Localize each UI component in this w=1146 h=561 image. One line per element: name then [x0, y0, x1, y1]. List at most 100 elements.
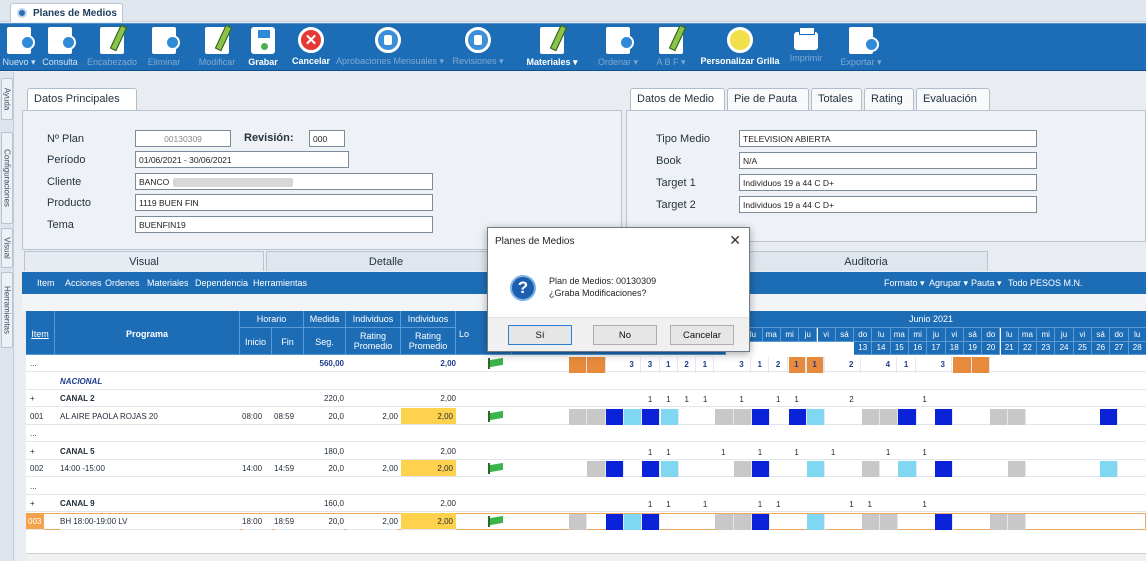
menu-acciones[interactable]: Acciones: [65, 278, 102, 288]
tab-visual[interactable]: Visual: [24, 251, 264, 271]
schedule-cell[interactable]: [989, 408, 1009, 425]
schedule-cell[interactable]: [806, 461, 826, 477]
schedule-cell[interactable]: [733, 461, 752, 477]
programa-header[interactable]: Programa: [55, 311, 240, 355]
schedule-cell[interactable]: [880, 408, 899, 425]
day-name-header[interactable]: vi: [1073, 328, 1092, 342]
eliminar-button[interactable]: Eliminar: [140, 27, 188, 71]
schedule-cell[interactable]: [623, 513, 643, 530]
schedule-cell[interactable]: [861, 461, 881, 477]
consulta-button[interactable]: Consulta: [37, 27, 83, 71]
menu-right-4[interactable]: PESOS M.N.: [1030, 278, 1083, 288]
schedule-cell[interactable]: [715, 408, 734, 425]
menu-materiales[interactable]: Materiales: [147, 278, 189, 288]
table-row[interactable]: [26, 443, 1146, 460]
personalizar-grilla-button[interactable]: Personalizar Grilla: [698, 27, 782, 71]
modificar-button[interactable]: Modificar: [194, 27, 240, 71]
day-name-header[interactable]: do: [854, 328, 873, 342]
schedule-cell[interactable]: [806, 513, 826, 530]
table-row[interactable]: [26, 425, 1146, 442]
tab-detalle[interactable]: Detalle: [266, 251, 506, 271]
medida-header[interactable]: Medida: [304, 311, 346, 328]
revision-field[interactable]: 000: [309, 130, 345, 147]
tab-datos-de-medio[interactable]: Datos de Medio: [630, 88, 725, 110]
item-header[interactable]: Item: [26, 311, 55, 355]
tab-auditoria[interactable]: Auditoria: [744, 251, 988, 271]
app-tab[interactable]: Planes de Medios: [10, 3, 123, 22]
yes-button[interactable]: Sí: [508, 325, 572, 345]
day-number-header[interactable]: 22: [1018, 342, 1038, 355]
schedule-cell[interactable]: [935, 513, 954, 530]
schedule-cell[interactable]: [605, 513, 624, 530]
day-number-header[interactable]: 20: [982, 342, 1001, 355]
schedule-cell[interactable]: [752, 461, 771, 477]
day-number-header[interactable]: 18: [945, 342, 964, 355]
day-name-header[interactable]: ma: [762, 328, 781, 342]
revisiones-button[interactable]: Revisiones ▾: [442, 27, 514, 71]
day-number-header[interactable]: 17: [927, 342, 946, 355]
day-number-header[interactable]: 21: [1000, 342, 1019, 355]
table-row[interactable]: [26, 373, 1146, 390]
day-name-header[interactable]: do: [1110, 328, 1129, 342]
periodo-field[interactable]: 01/06/2021 - 30/06/2021: [135, 151, 349, 168]
plan-field[interactable]: 00130309: [135, 130, 231, 147]
dialog-close-icon[interactable]: ✕: [729, 232, 741, 248]
side-tab-ayuda[interactable]: Ayuda: [1, 78, 13, 120]
fin-header[interactable]: Fin: [272, 328, 304, 355]
table-row[interactable]: [26, 495, 1146, 512]
tema-field[interactable]: BUENFIN19: [135, 216, 433, 233]
individuos2-header[interactable]: Individuos: [401, 311, 456, 328]
side-tab-configuraciones[interactable]: Configuraciones: [1, 132, 13, 224]
cliente-field[interactable]: BANCO: [135, 173, 433, 190]
schedule-cell[interactable]: [605, 461, 624, 477]
target1-field[interactable]: Individuos 19 a 44 C D+: [739, 174, 1037, 191]
schedule-cell[interactable]: [898, 461, 917, 477]
schedule-cell[interactable]: [587, 408, 606, 425]
month-header[interactable]: Junio 2021: [716, 311, 1146, 328]
day-name-header[interactable]: mi: [1037, 328, 1056, 342]
day-name-header[interactable]: ju: [927, 328, 946, 342]
day-name-header[interactable]: ju: [1055, 328, 1074, 342]
individuos1-header[interactable]: Individuos: [346, 311, 401, 328]
day-number-header[interactable]: 26: [1092, 342, 1111, 355]
schedule-cell[interactable]: [642, 461, 661, 477]
horario-header[interactable]: Horario: [240, 311, 304, 328]
grabar-button[interactable]: Grabar: [243, 27, 283, 71]
cancel-button[interactable]: Cancelar: [670, 325, 734, 345]
day-name-header[interactable]: mi: [780, 328, 800, 342]
day-number-header[interactable]: 16: [909, 342, 928, 355]
menu-right-0[interactable]: Formato ▾: [884, 278, 925, 288]
schedule-cell[interactable]: [1008, 513, 1027, 530]
day-number-header[interactable]: 13: [854, 342, 873, 355]
day-name-header[interactable]: vi: [945, 328, 964, 342]
schedule-cell[interactable]: [752, 513, 771, 530]
aprobaciones-mensuales-button[interactable]: Aprobaciones Mensuales ▾: [336, 27, 444, 71]
schedule-cell[interactable]: [752, 408, 771, 425]
menu-ordenes[interactable]: Ordenes: [105, 278, 140, 288]
menu-right-3[interactable]: Todo: [1008, 278, 1028, 288]
schedule-cell[interactable]: [715, 513, 734, 530]
rating2-header[interactable]: Rating Promedio: [401, 328, 456, 355]
side-tab-visual[interactable]: Visual: [1, 228, 13, 268]
horizontal-scrollbar[interactable]: [26, 553, 1146, 561]
book-field[interactable]: N/A: [739, 152, 1037, 169]
schedule-cell[interactable]: [642, 513, 661, 530]
day-number-header[interactable]: 15: [890, 342, 909, 355]
side-tab-herramientas[interactable]: Herramientas: [1, 272, 13, 348]
day-name-header[interactable]: ma: [1018, 328, 1038, 342]
schedule-cell[interactable]: [569, 408, 588, 425]
schedule-cell[interactable]: [1008, 461, 1027, 477]
schedule-cell[interactable]: [1008, 408, 1027, 425]
cancelar-button[interactable]: Cancelar: [288, 27, 334, 71]
day-name-header[interactable]: ma: [890, 328, 909, 342]
schedule-cell[interactable]: [788, 408, 807, 425]
table-row[interactable]: [26, 478, 1146, 495]
schedule-cell[interactable]: [660, 461, 679, 477]
tab-rating[interactable]: Rating: [864, 88, 914, 110]
day-number-header[interactable]: 27: [1110, 342, 1129, 355]
schedule-cell[interactable]: [1099, 461, 1118, 477]
imprimir-button[interactable]: Imprimir: [784, 27, 828, 71]
schedule-cell[interactable]: [1099, 408, 1118, 425]
menu-dependencia[interactable]: Dependencia: [195, 278, 249, 288]
day-number-header[interactable]: 14: [872, 342, 891, 355]
